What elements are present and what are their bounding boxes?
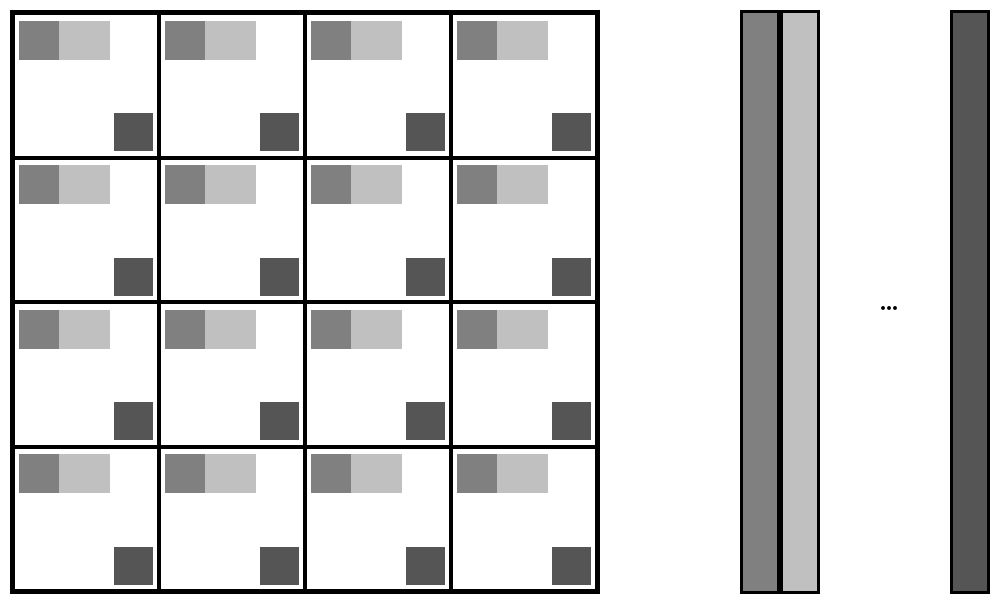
top-left-medium-gray bbox=[165, 165, 205, 204]
bottom-right-dark-gray bbox=[114, 258, 152, 296]
grid-cell bbox=[305, 447, 451, 592]
grid-cell bbox=[305, 158, 451, 303]
grid-cell bbox=[159, 447, 305, 592]
top-left-medium-gray bbox=[311, 165, 351, 204]
pattern-grid bbox=[10, 10, 600, 594]
top-light-gray bbox=[497, 21, 548, 60]
top-left-medium-gray bbox=[19, 310, 59, 349]
grid-cell bbox=[451, 13, 597, 158]
grid-cell bbox=[159, 302, 305, 447]
top-light-gray bbox=[351, 454, 402, 493]
bottom-right-dark-gray bbox=[260, 258, 298, 296]
bottom-right-dark-gray bbox=[406, 258, 444, 296]
strip-light-gray bbox=[780, 10, 820, 594]
top-light-gray bbox=[351, 165, 402, 204]
grid-cell bbox=[451, 158, 597, 303]
bottom-right-dark-gray bbox=[406, 113, 444, 151]
grid-cell bbox=[13, 447, 159, 592]
top-left-medium-gray bbox=[165, 310, 205, 349]
bottom-right-dark-gray bbox=[406, 547, 444, 585]
top-left-medium-gray bbox=[457, 21, 497, 60]
top-left-medium-gray bbox=[165, 454, 205, 493]
bottom-right-dark-gray bbox=[260, 113, 298, 151]
top-light-gray bbox=[497, 165, 548, 204]
bottom-right-dark-gray bbox=[552, 402, 590, 440]
top-left-medium-gray bbox=[19, 454, 59, 493]
top-light-gray bbox=[497, 454, 548, 493]
top-left-medium-gray bbox=[165, 21, 205, 60]
bottom-right-dark-gray bbox=[552, 547, 590, 585]
strip-group-left bbox=[740, 10, 820, 594]
bottom-right-dark-gray bbox=[260, 547, 298, 585]
top-light-gray bbox=[497, 310, 548, 349]
bottom-right-dark-gray bbox=[260, 402, 298, 440]
top-left-medium-gray bbox=[457, 454, 497, 493]
strip-group-right bbox=[950, 10, 990, 594]
top-light-gray bbox=[205, 165, 256, 204]
top-light-gray bbox=[205, 310, 256, 349]
top-left-medium-gray bbox=[311, 310, 351, 349]
strip-medium-gray bbox=[740, 10, 780, 594]
grid-cell bbox=[159, 13, 305, 158]
bottom-right-dark-gray bbox=[114, 113, 152, 151]
top-light-gray bbox=[351, 21, 402, 60]
grid-cell bbox=[13, 158, 159, 303]
bottom-right-dark-gray bbox=[114, 547, 152, 585]
bottom-right-dark-gray bbox=[406, 402, 444, 440]
top-light-gray bbox=[351, 310, 402, 349]
top-light-gray bbox=[205, 454, 256, 493]
diagram-container: ... bbox=[0, 0, 1000, 604]
top-left-medium-gray bbox=[457, 310, 497, 349]
top-light-gray bbox=[205, 21, 256, 60]
grid-cell bbox=[451, 447, 597, 592]
ellipsis-text: ... bbox=[880, 290, 898, 317]
top-left-medium-gray bbox=[19, 21, 59, 60]
bottom-right-dark-gray bbox=[552, 113, 590, 151]
top-left-medium-gray bbox=[311, 454, 351, 493]
grid-cell bbox=[305, 302, 451, 447]
grid-cell bbox=[451, 302, 597, 447]
top-light-gray bbox=[59, 21, 110, 60]
grid-cell bbox=[13, 302, 159, 447]
top-left-medium-gray bbox=[311, 21, 351, 60]
grid-cell bbox=[305, 13, 451, 158]
top-left-medium-gray bbox=[19, 165, 59, 204]
top-light-gray bbox=[59, 165, 110, 204]
grid-cell bbox=[159, 158, 305, 303]
bottom-right-dark-gray bbox=[552, 258, 590, 296]
strip-dark-gray bbox=[950, 10, 990, 594]
grid-cell bbox=[13, 13, 159, 158]
top-light-gray bbox=[59, 310, 110, 349]
top-left-medium-gray bbox=[457, 165, 497, 204]
top-light-gray bbox=[59, 454, 110, 493]
bottom-right-dark-gray bbox=[114, 402, 152, 440]
